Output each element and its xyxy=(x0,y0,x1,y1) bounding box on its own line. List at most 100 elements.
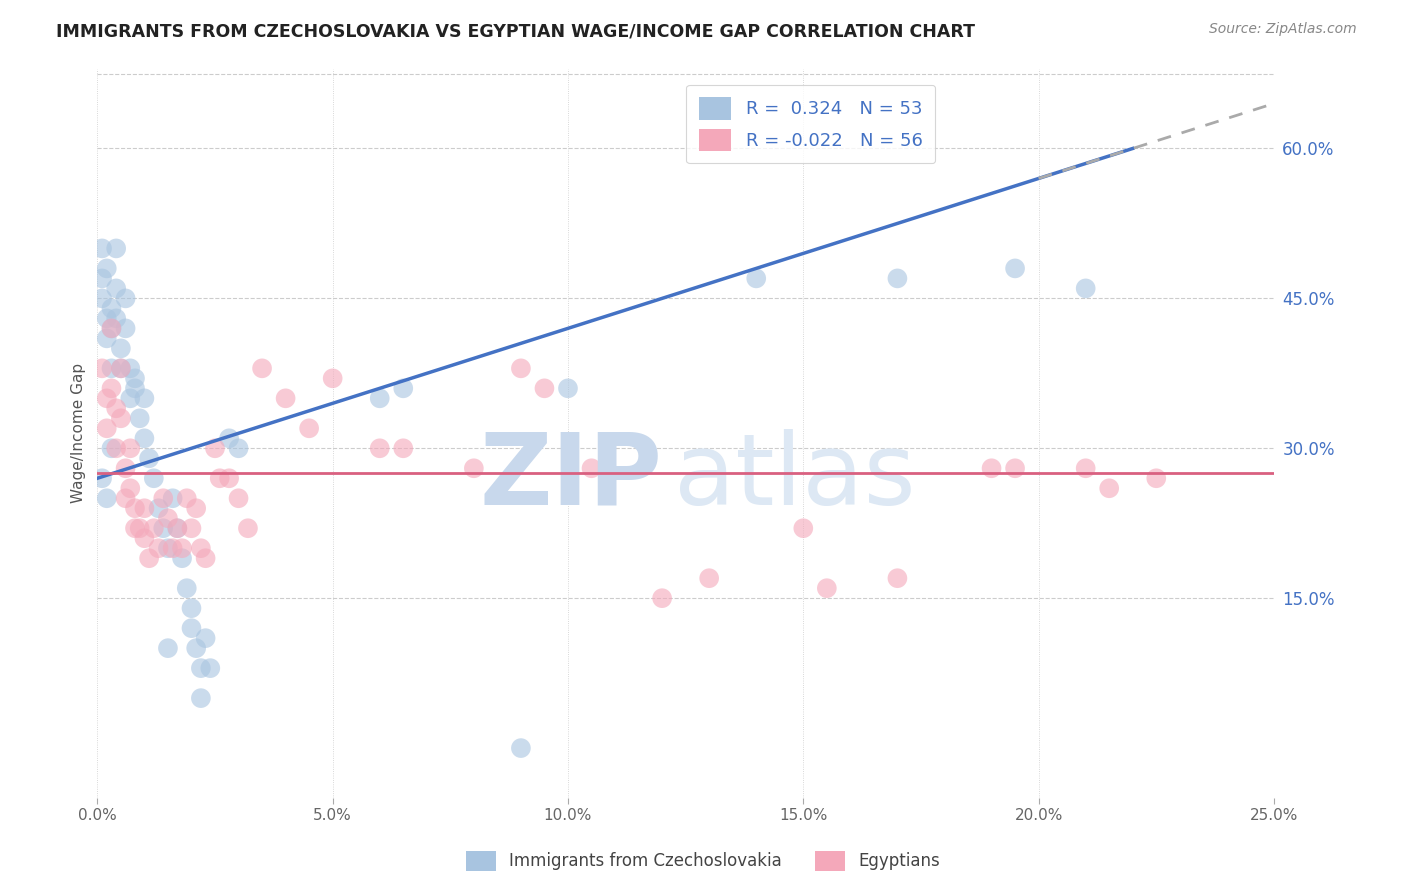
Point xyxy=(218,431,240,445)
Point xyxy=(100,301,122,316)
Point xyxy=(509,361,531,376)
Point xyxy=(1004,461,1026,475)
Legend: Immigrants from Czechoslovakia, Egyptians: Immigrants from Czechoslovakia, Egyptian… xyxy=(457,842,949,880)
Point xyxy=(142,521,165,535)
Point xyxy=(218,471,240,485)
Point xyxy=(980,461,1002,475)
Point xyxy=(114,491,136,506)
Point xyxy=(100,381,122,395)
Point xyxy=(110,361,132,376)
Point xyxy=(148,541,170,556)
Point xyxy=(176,491,198,506)
Point xyxy=(138,551,160,566)
Point xyxy=(368,392,391,406)
Point xyxy=(96,331,118,345)
Point xyxy=(815,581,838,595)
Point xyxy=(392,442,415,456)
Point xyxy=(114,461,136,475)
Point xyxy=(138,451,160,466)
Point xyxy=(180,621,202,635)
Point xyxy=(105,241,128,255)
Text: IMMIGRANTS FROM CZECHOSLOVAKIA VS EGYPTIAN WAGE/INCOME GAP CORRELATION CHART: IMMIGRANTS FROM CZECHOSLOVAKIA VS EGYPTI… xyxy=(56,22,976,40)
Point xyxy=(651,591,673,606)
Point xyxy=(392,381,415,395)
Point xyxy=(105,311,128,326)
Point xyxy=(166,521,188,535)
Point xyxy=(190,661,212,675)
Point xyxy=(142,471,165,485)
Point xyxy=(152,491,174,506)
Point xyxy=(1074,281,1097,295)
Point xyxy=(110,411,132,425)
Point xyxy=(166,521,188,535)
Point xyxy=(186,641,208,656)
Y-axis label: Wage/Income Gap: Wage/Income Gap xyxy=(72,363,86,503)
Point xyxy=(100,321,122,335)
Point xyxy=(228,442,250,456)
Point xyxy=(96,491,118,506)
Point xyxy=(156,511,179,525)
Text: ZIP: ZIP xyxy=(479,428,662,525)
Point xyxy=(170,541,193,556)
Point xyxy=(697,571,720,585)
Point xyxy=(100,321,122,335)
Point xyxy=(91,361,114,376)
Point xyxy=(110,361,132,376)
Point xyxy=(105,442,128,456)
Point xyxy=(162,541,184,556)
Point xyxy=(120,481,142,495)
Point xyxy=(236,521,259,535)
Point xyxy=(298,421,321,435)
Point xyxy=(190,691,212,706)
Point xyxy=(96,421,118,435)
Point xyxy=(176,581,198,595)
Point xyxy=(1074,461,1097,475)
Point xyxy=(91,471,114,485)
Point xyxy=(91,292,114,306)
Point xyxy=(100,361,122,376)
Point xyxy=(120,442,142,456)
Point xyxy=(156,641,179,656)
Point xyxy=(124,521,146,535)
Text: Source: ZipAtlas.com: Source: ZipAtlas.com xyxy=(1209,22,1357,37)
Point xyxy=(148,501,170,516)
Point xyxy=(134,392,156,406)
Point xyxy=(96,261,118,276)
Point xyxy=(124,501,146,516)
Point xyxy=(1098,481,1121,495)
Point xyxy=(91,271,114,285)
Point xyxy=(134,431,156,445)
Legend: R =  0.324   N = 53, R = -0.022   N = 56: R = 0.324 N = 53, R = -0.022 N = 56 xyxy=(686,85,935,163)
Point xyxy=(208,471,231,485)
Point xyxy=(105,281,128,295)
Point xyxy=(204,442,226,456)
Point xyxy=(170,551,193,566)
Point xyxy=(91,241,114,255)
Point xyxy=(792,521,814,535)
Point xyxy=(581,461,603,475)
Point xyxy=(368,442,391,456)
Point xyxy=(509,741,531,756)
Point xyxy=(1004,261,1026,276)
Point xyxy=(96,392,118,406)
Point xyxy=(124,371,146,385)
Point xyxy=(134,531,156,545)
Point xyxy=(180,601,202,615)
Point xyxy=(190,541,212,556)
Point xyxy=(128,521,150,535)
Point xyxy=(134,501,156,516)
Point xyxy=(124,381,146,395)
Point xyxy=(200,661,222,675)
Point xyxy=(274,392,297,406)
Point xyxy=(463,461,485,475)
Point xyxy=(228,491,250,506)
Point xyxy=(1144,471,1167,485)
Point xyxy=(110,342,132,356)
Point xyxy=(186,501,208,516)
Point xyxy=(120,392,142,406)
Point xyxy=(250,361,273,376)
Point xyxy=(100,442,122,456)
Point xyxy=(886,571,908,585)
Point xyxy=(114,292,136,306)
Point xyxy=(105,401,128,416)
